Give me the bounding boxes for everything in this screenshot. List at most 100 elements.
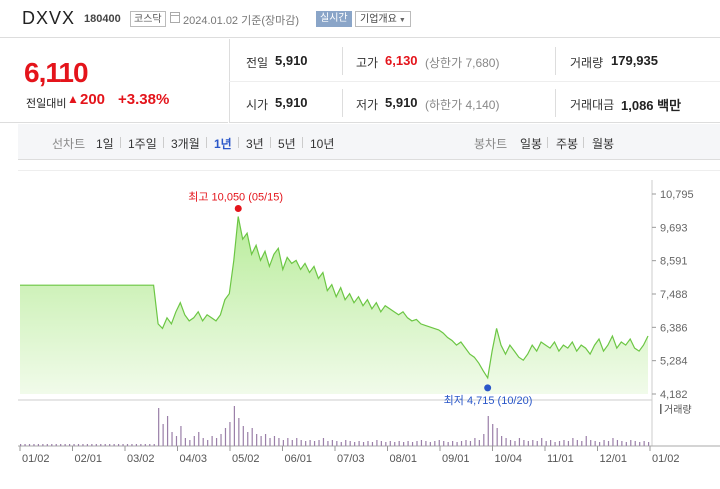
- volume-bar: [367, 441, 369, 446]
- volume-bar: [313, 441, 316, 446]
- volume-bar: [207, 440, 209, 446]
- volume-bar: [340, 442, 342, 446]
- change-label: 전일대비: [26, 98, 67, 110]
- volume-bar: [474, 438, 476, 446]
- volume-bar: [109, 444, 111, 446]
- volume-bar: [264, 434, 267, 446]
- volume-bar: [28, 444, 31, 446]
- tab-monthly-candle[interactable]: 월봉: [592, 137, 615, 151]
- volume-bar: [407, 441, 409, 446]
- volume-bar: [131, 444, 133, 446]
- high-label: 고가: [356, 56, 379, 70]
- volume-bar: [24, 444, 26, 446]
- volume-bar: [126, 444, 129, 446]
- volume-bar: [563, 440, 565, 446]
- volume-bar: [117, 444, 120, 446]
- volume-bar: [184, 438, 186, 446]
- volume-bar: [541, 438, 543, 446]
- realtime-button[interactable]: 실시간: [316, 11, 352, 27]
- volume-bar: [82, 444, 84, 446]
- volume-bar: [37, 444, 40, 446]
- volume-bar: [296, 438, 298, 446]
- volume-bar: [536, 441, 538, 446]
- volume-bar: [398, 441, 400, 446]
- chart-period-tabs: 선차트 1일 1주일 3개월 1년 3년 5년 10년 봉차트 일봉 주봉 월봉: [18, 124, 720, 160]
- open-value: 5,910: [275, 95, 308, 110]
- volume-bar: [100, 444, 102, 446]
- volume-bar: [621, 441, 623, 446]
- price-area: [20, 216, 648, 394]
- change-percent: +3.38%: [118, 91, 170, 108]
- volume-bar: [60, 444, 62, 446]
- volume-bar: [509, 440, 512, 446]
- volume-bar: [273, 436, 276, 446]
- tab-3year[interactable]: 3년: [246, 137, 264, 151]
- volume-legend-marker: [660, 404, 662, 414]
- volume-bar: [242, 426, 244, 446]
- chart-svg: 10,795 9,693 8,591 7,488 6,386 5,284 4,182 최고 1…: [18, 169, 720, 465]
- volume-bar: [166, 416, 169, 446]
- x-tick-label: 02/01: [75, 453, 103, 465]
- volume-bar: [300, 440, 302, 446]
- volume-bar: [434, 441, 436, 446]
- volume-bar: [358, 441, 360, 446]
- price-date: 2024.01.02 기준(장마감): [183, 15, 300, 27]
- x-tick-label: 04/03: [180, 453, 208, 465]
- tab-1week[interactable]: 1주일: [128, 137, 157, 151]
- volume-bar: [603, 440, 605, 446]
- price-summary: 6,110 전일대비 ▲ 200 +3.38%: [0, 39, 228, 123]
- volume-bar: [46, 444, 48, 446]
- volume-bar: [554, 442, 556, 446]
- volume-bar: [269, 438, 271, 446]
- tab-10year[interactable]: 10년: [310, 137, 335, 151]
- volume-bar: [211, 436, 213, 446]
- volume-bar: [478, 440, 480, 446]
- volume-bar: [590, 440, 592, 446]
- current-price: 6,110: [24, 57, 89, 88]
- x-tick-label: 03/02: [127, 453, 155, 465]
- volume-bar: [527, 441, 529, 446]
- volume-bar: [599, 442, 601, 446]
- volume-bar: [572, 438, 574, 446]
- volume-bar: [20, 444, 22, 446]
- max-price-label: 최고 10,050 (05/15): [188, 191, 283, 204]
- stock-name: DXVX: [22, 8, 76, 28]
- volume-bar: [345, 440, 347, 446]
- volume-bar: [514, 441, 516, 446]
- tab-5year[interactable]: 5년: [278, 137, 296, 151]
- volume-bar: [162, 424, 164, 446]
- tab-1day[interactable]: 1일: [96, 137, 114, 151]
- tab-weekly-candle[interactable]: 주봉: [556, 137, 579, 151]
- volume-bar: [625, 442, 627, 446]
- x-tick-label: 05/02: [232, 453, 260, 465]
- volume-bar: [354, 442, 356, 446]
- y-tick-label: 5,284: [660, 356, 688, 368]
- volume-bar: [256, 434, 258, 446]
- volume-bar: [202, 438, 204, 446]
- volume-bar: [394, 442, 396, 446]
- volume-bar: [648, 442, 650, 446]
- price-chart[interactable]: 10,795 9,693 8,591 7,488 6,386 5,284 4,182 최고 1…: [18, 169, 720, 484]
- tab-divider: [120, 137, 121, 148]
- volume-bar: [220, 434, 222, 446]
- row-divider: [229, 81, 720, 82]
- tab-1year[interactable]: 1년: [214, 137, 232, 151]
- volume-bar: [496, 428, 498, 446]
- trade-amount-value: 1,086 백만: [621, 98, 682, 113]
- tab-divider: [206, 137, 207, 148]
- volume-bar: [189, 440, 191, 446]
- company-info-dropdown[interactable]: 기업개요 ▼: [355, 11, 411, 27]
- tab-3month[interactable]: 3개월: [171, 137, 200, 151]
- volume-bar: [630, 440, 632, 446]
- x-tick-label: 07/03: [337, 453, 365, 465]
- volume-bar: [416, 441, 418, 446]
- volume-bar: [380, 441, 382, 446]
- x-tick-label: 09/01: [442, 453, 470, 465]
- volume-bar: [282, 440, 284, 446]
- volume-bar: [403, 442, 405, 446]
- volume-bar: [331, 440, 333, 446]
- tab-daily-candle[interactable]: 일봉: [520, 137, 543, 151]
- low-label: 저가: [356, 98, 379, 112]
- divider: [342, 89, 343, 117]
- up-arrow-icon: ▲: [67, 92, 79, 106]
